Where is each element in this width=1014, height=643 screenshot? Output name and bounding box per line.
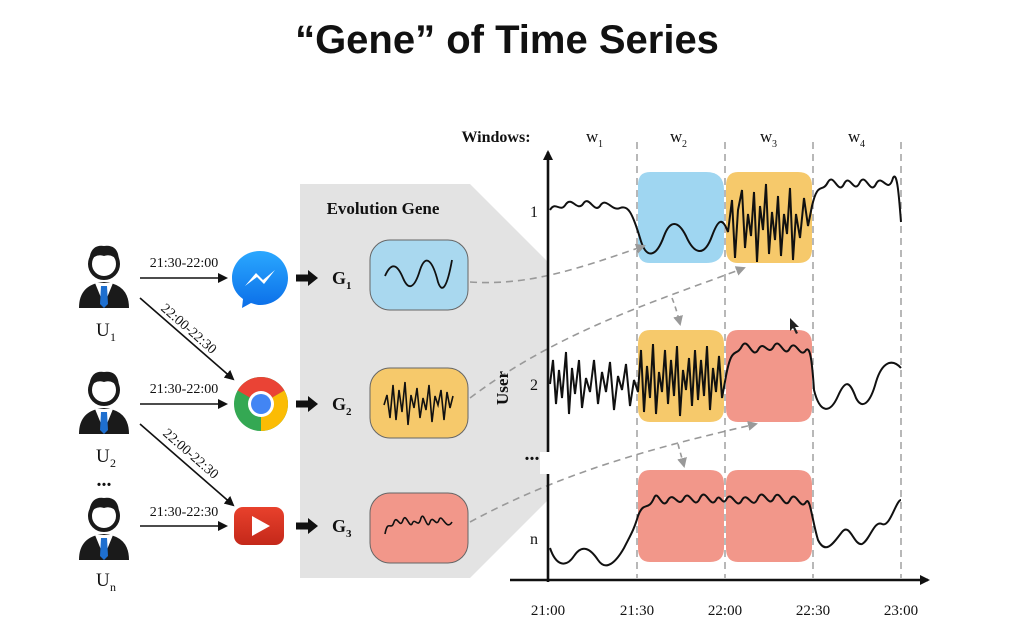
window-w3: w 3 xyxy=(760,127,777,150)
chrome-icon xyxy=(234,376,289,431)
user-u1-sub: 1 xyxy=(110,330,116,344)
flow-g2-to-u1w3 xyxy=(469,266,746,399)
edge-label-4: 22:00-22:30 xyxy=(160,426,222,482)
page-title: “Gene” of Time Series xyxy=(295,18,719,62)
flow-g1-to-u1w2 xyxy=(469,243,646,284)
x-tick-2130: 21:30 xyxy=(620,603,654,619)
window-w3-letter: w xyxy=(760,127,773,146)
youtube-icon xyxy=(234,507,284,545)
gene-g3-wave xyxy=(384,515,453,535)
flow-g3-to-u2w3 xyxy=(469,420,758,523)
window-w1-sub: 1 xyxy=(598,139,603,150)
edge-label-3: 21:30-22:00 xyxy=(150,382,218,397)
user-icon xyxy=(79,497,129,560)
x-tick-2300: 23:00 xyxy=(884,603,918,619)
series-user-n xyxy=(549,493,902,567)
patch-u2-w2 xyxy=(638,330,724,422)
gene-g1-letter: G xyxy=(332,268,346,288)
gene-g3-letter: G xyxy=(332,516,346,536)
arrow-to-g2 xyxy=(296,396,318,412)
y-ellipsis: ... xyxy=(525,443,540,465)
flow-u2w3-to-unw2 xyxy=(677,443,687,468)
evolution-gene-title: Evolution Gene xyxy=(327,199,440,218)
user-u1: U 1 xyxy=(79,245,129,344)
x-tick-2200: 22:00 xyxy=(708,603,742,619)
edge-label-2: 22:00-22:30 xyxy=(158,301,220,357)
y-tick-1: 1 xyxy=(530,204,538,221)
user-u2-letter: U xyxy=(96,446,110,467)
gene-g3-sub: 3 xyxy=(346,528,352,540)
gene-g3-box xyxy=(369,492,469,564)
mouse-cursor-icon xyxy=(790,318,799,334)
arrow-to-g3 xyxy=(296,518,318,534)
patch-un-w3 xyxy=(726,470,812,562)
window-w2: w 2 xyxy=(670,127,687,150)
flow-u1w3-to-u2w2 xyxy=(671,297,683,326)
edge-u1-chrome xyxy=(139,297,235,381)
series-user-1 xyxy=(549,175,902,263)
x-tick-2230: 22:30 xyxy=(796,603,830,619)
users-ellipsis: ... xyxy=(97,469,112,491)
user-un-sub: n xyxy=(110,580,116,594)
arrow-to-g1 xyxy=(296,270,318,286)
y-tick-2: 2 xyxy=(530,377,538,394)
gene-g2-wave xyxy=(383,381,454,426)
user-un-letter: U xyxy=(96,570,110,591)
user-icon xyxy=(79,371,129,434)
window-w2-sub: 2 xyxy=(682,139,687,150)
user-u2: U 2 xyxy=(79,371,129,470)
x-tick-2100: 21:00 xyxy=(531,603,565,619)
window-w3-sub: 3 xyxy=(772,139,777,150)
user-u1-letter: U xyxy=(96,320,110,341)
user-u2-sub: 2 xyxy=(110,456,116,470)
patch-u1-w2 xyxy=(638,172,724,263)
edge-label-5: 21:30-22:30 xyxy=(150,505,218,520)
window-w4: w 4 xyxy=(848,127,865,150)
edge-label-1: 21:30-22:00 xyxy=(150,256,218,271)
user-icon xyxy=(79,245,129,308)
series-user-2 xyxy=(549,342,902,417)
y-tick-n: n xyxy=(530,531,538,548)
gene-g2-letter: G xyxy=(332,394,346,414)
patch-u2-w3 xyxy=(726,330,812,422)
window-w1-letter: w xyxy=(586,127,599,146)
window-w4-sub: 4 xyxy=(860,139,865,150)
window-w1: w 1 xyxy=(586,127,603,150)
y-axis-label: User xyxy=(493,371,512,405)
user-un: U n xyxy=(79,497,129,594)
y-axis-gap xyxy=(540,452,556,474)
patch-un-w2 xyxy=(638,470,724,562)
gene-g2-sub: 2 xyxy=(346,406,352,418)
windows-label: Windows: xyxy=(461,129,530,146)
gene-g1-wave xyxy=(384,259,453,289)
window-w4-letter: w xyxy=(848,127,861,146)
window-w2-letter: w xyxy=(670,127,683,146)
messenger-icon xyxy=(232,251,288,308)
edge-u2-youtube xyxy=(139,423,235,507)
gene-g1-sub: 1 xyxy=(346,280,352,292)
